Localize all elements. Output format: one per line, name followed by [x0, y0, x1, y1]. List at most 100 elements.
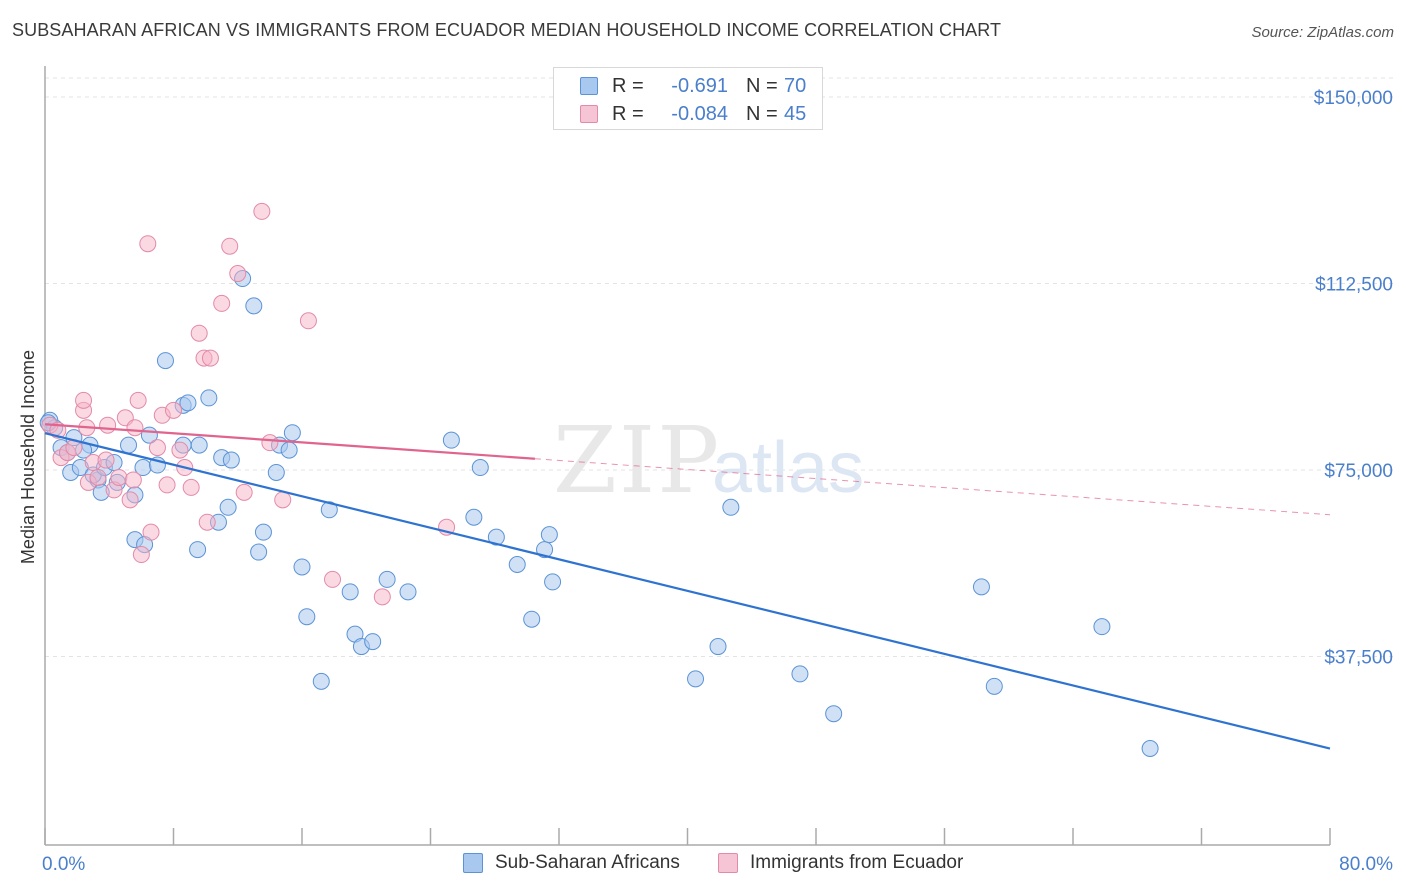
data-point-sub-saharan	[508, 555, 526, 573]
data-point-sub-saharan	[471, 459, 489, 477]
data-point-ecuador	[213, 294, 231, 312]
data-point-sub-saharan	[523, 610, 541, 628]
data-point-ecuador	[182, 478, 200, 496]
data-point-ecuador	[126, 419, 144, 437]
correlation-legend: R = -0.691 N = 70 R = -0.084 N = 45	[553, 67, 823, 130]
legend-n-label: N =	[746, 74, 778, 97]
data-point-sub-saharan	[341, 583, 359, 601]
legend-swatch-pink	[580, 105, 598, 123]
data-point-sub-saharan	[709, 638, 727, 656]
axes	[44, 66, 1331, 846]
y-tick-labels: $37,500 $75,000 $112,500 $150,000	[1314, 88, 1393, 669]
y-tick-label: $150,000	[1314, 88, 1393, 109]
y-axis-label: Median Household Income	[18, 350, 38, 564]
data-point-sub-saharan	[544, 573, 562, 591]
x-tick-label: 0.0%	[42, 854, 85, 875]
data-point-sub-saharan	[222, 451, 240, 469]
legend-r-value: -0.084	[671, 102, 728, 125]
data-point-ecuador	[89, 468, 107, 486]
data-point-sub-saharan	[320, 501, 338, 519]
data-point-ecuador	[373, 588, 391, 606]
data-point-ecuador	[139, 235, 157, 253]
x-tick-label: 80.0%	[1339, 854, 1393, 875]
data-point-ecuador	[190, 324, 208, 342]
legend-row-ecuador: R = -0.084 N = 45	[554, 100, 806, 128]
legend-swatch-blue	[580, 77, 598, 95]
data-point-sub-saharan	[1141, 740, 1159, 758]
watermark-atlas: atlas	[712, 428, 864, 508]
y-tick-label: $75,000	[1324, 461, 1393, 482]
data-point-sub-saharan	[312, 672, 330, 690]
data-point-sub-saharan	[364, 633, 382, 651]
legend-r-value: -0.691	[671, 74, 728, 97]
source-credit: Source: ZipAtlas.com	[1251, 24, 1394, 41]
data-point-sub-saharan	[825, 705, 843, 723]
chart-title: SUBSAHARAN AFRICAN VS IMMIGRANTS FROM EC…	[12, 20, 1002, 40]
legend-n-label: N =	[746, 102, 778, 125]
data-point-sub-saharan	[254, 523, 272, 541]
data-point-sub-saharan	[200, 389, 218, 407]
data-point-ecuador	[165, 401, 182, 419]
legend-n-value: 45	[784, 102, 807, 125]
data-point-ecuador	[132, 546, 150, 564]
data-point-ecuador	[142, 523, 160, 541]
data-point-sub-saharan	[985, 677, 1003, 695]
y-tick-label: $37,500	[1324, 648, 1393, 669]
data-point-sub-saharan	[399, 583, 417, 601]
data-point-sub-saharan	[190, 436, 208, 454]
data-point-ecuador	[121, 491, 139, 509]
data-point-ecuador	[201, 349, 219, 367]
legend-swatch-blue	[463, 853, 483, 873]
data-point-sub-saharan	[540, 526, 558, 544]
data-point-ecuador	[148, 439, 166, 457]
data-point-sub-saharan	[687, 670, 705, 688]
legend-r-label: R =	[612, 74, 644, 97]
trend-line-ecuador-projection	[534, 458, 1331, 516]
data-point-ecuador	[324, 570, 342, 588]
legend-label: Immigrants from Ecuador	[750, 852, 964, 873]
y-tick-label: $112,500	[1315, 275, 1393, 296]
data-point-sub-saharan	[1093, 618, 1111, 636]
data-point-ecuador	[253, 202, 271, 220]
data-point-sub-saharan	[120, 436, 138, 454]
data-point-sub-saharan	[250, 543, 268, 561]
data-point-ecuador	[235, 483, 253, 501]
data-point-sub-saharan	[442, 431, 460, 449]
data-point-ecuador	[158, 476, 176, 494]
legend-r-label: R =	[612, 102, 644, 125]
data-point-ecuador	[110, 468, 128, 486]
data-point-ecuador	[124, 471, 142, 489]
trend-line-ecuador	[44, 423, 535, 460]
data-point-sub-saharan	[245, 297, 263, 315]
trend-lines	[44, 423, 1331, 750]
trend-line-sub-saharan	[44, 432, 1331, 750]
data-point-ecuador	[198, 513, 216, 531]
data-point-sub-saharan	[156, 352, 174, 370]
data-point-sub-saharan	[972, 578, 990, 596]
data-point-sub-saharan	[722, 498, 740, 516]
data-point-sub-saharan	[189, 541, 207, 559]
data-point-ecuador	[221, 237, 239, 255]
watermark: ZIP atlas	[553, 407, 864, 514]
data-point-sub-saharan	[791, 665, 809, 683]
data-point-ecuador	[299, 312, 317, 330]
data-point-sub-saharan	[283, 424, 301, 442]
data-point-sub-saharan	[267, 463, 285, 481]
series-legend: Sub-Saharan Africans Immigrants from Ecu…	[0, 852, 1406, 878]
data-point-ecuador	[129, 391, 147, 409]
data-point-ecuador	[261, 434, 279, 452]
gridlines	[45, 77, 1395, 657]
legend-row-sub-saharan: R = -0.691 N = 70	[554, 72, 806, 100]
data-point-sub-saharan	[280, 441, 298, 459]
data-point-sub-saharan	[179, 394, 197, 412]
data-point-ecuador	[171, 441, 189, 459]
data-point-ecuador	[75, 391, 93, 409]
legend-swatch-pink	[718, 853, 738, 873]
data-point-sub-saharan	[293, 558, 311, 576]
data-point-sub-saharan	[487, 528, 505, 546]
legend-item-ecuador: Immigrants from Ecuador	[718, 852, 963, 874]
data-point-ecuador	[274, 491, 292, 509]
legend-n-value: 70	[784, 74, 807, 97]
x-tick-labels: 0.0% 80.0%	[42, 854, 1393, 875]
